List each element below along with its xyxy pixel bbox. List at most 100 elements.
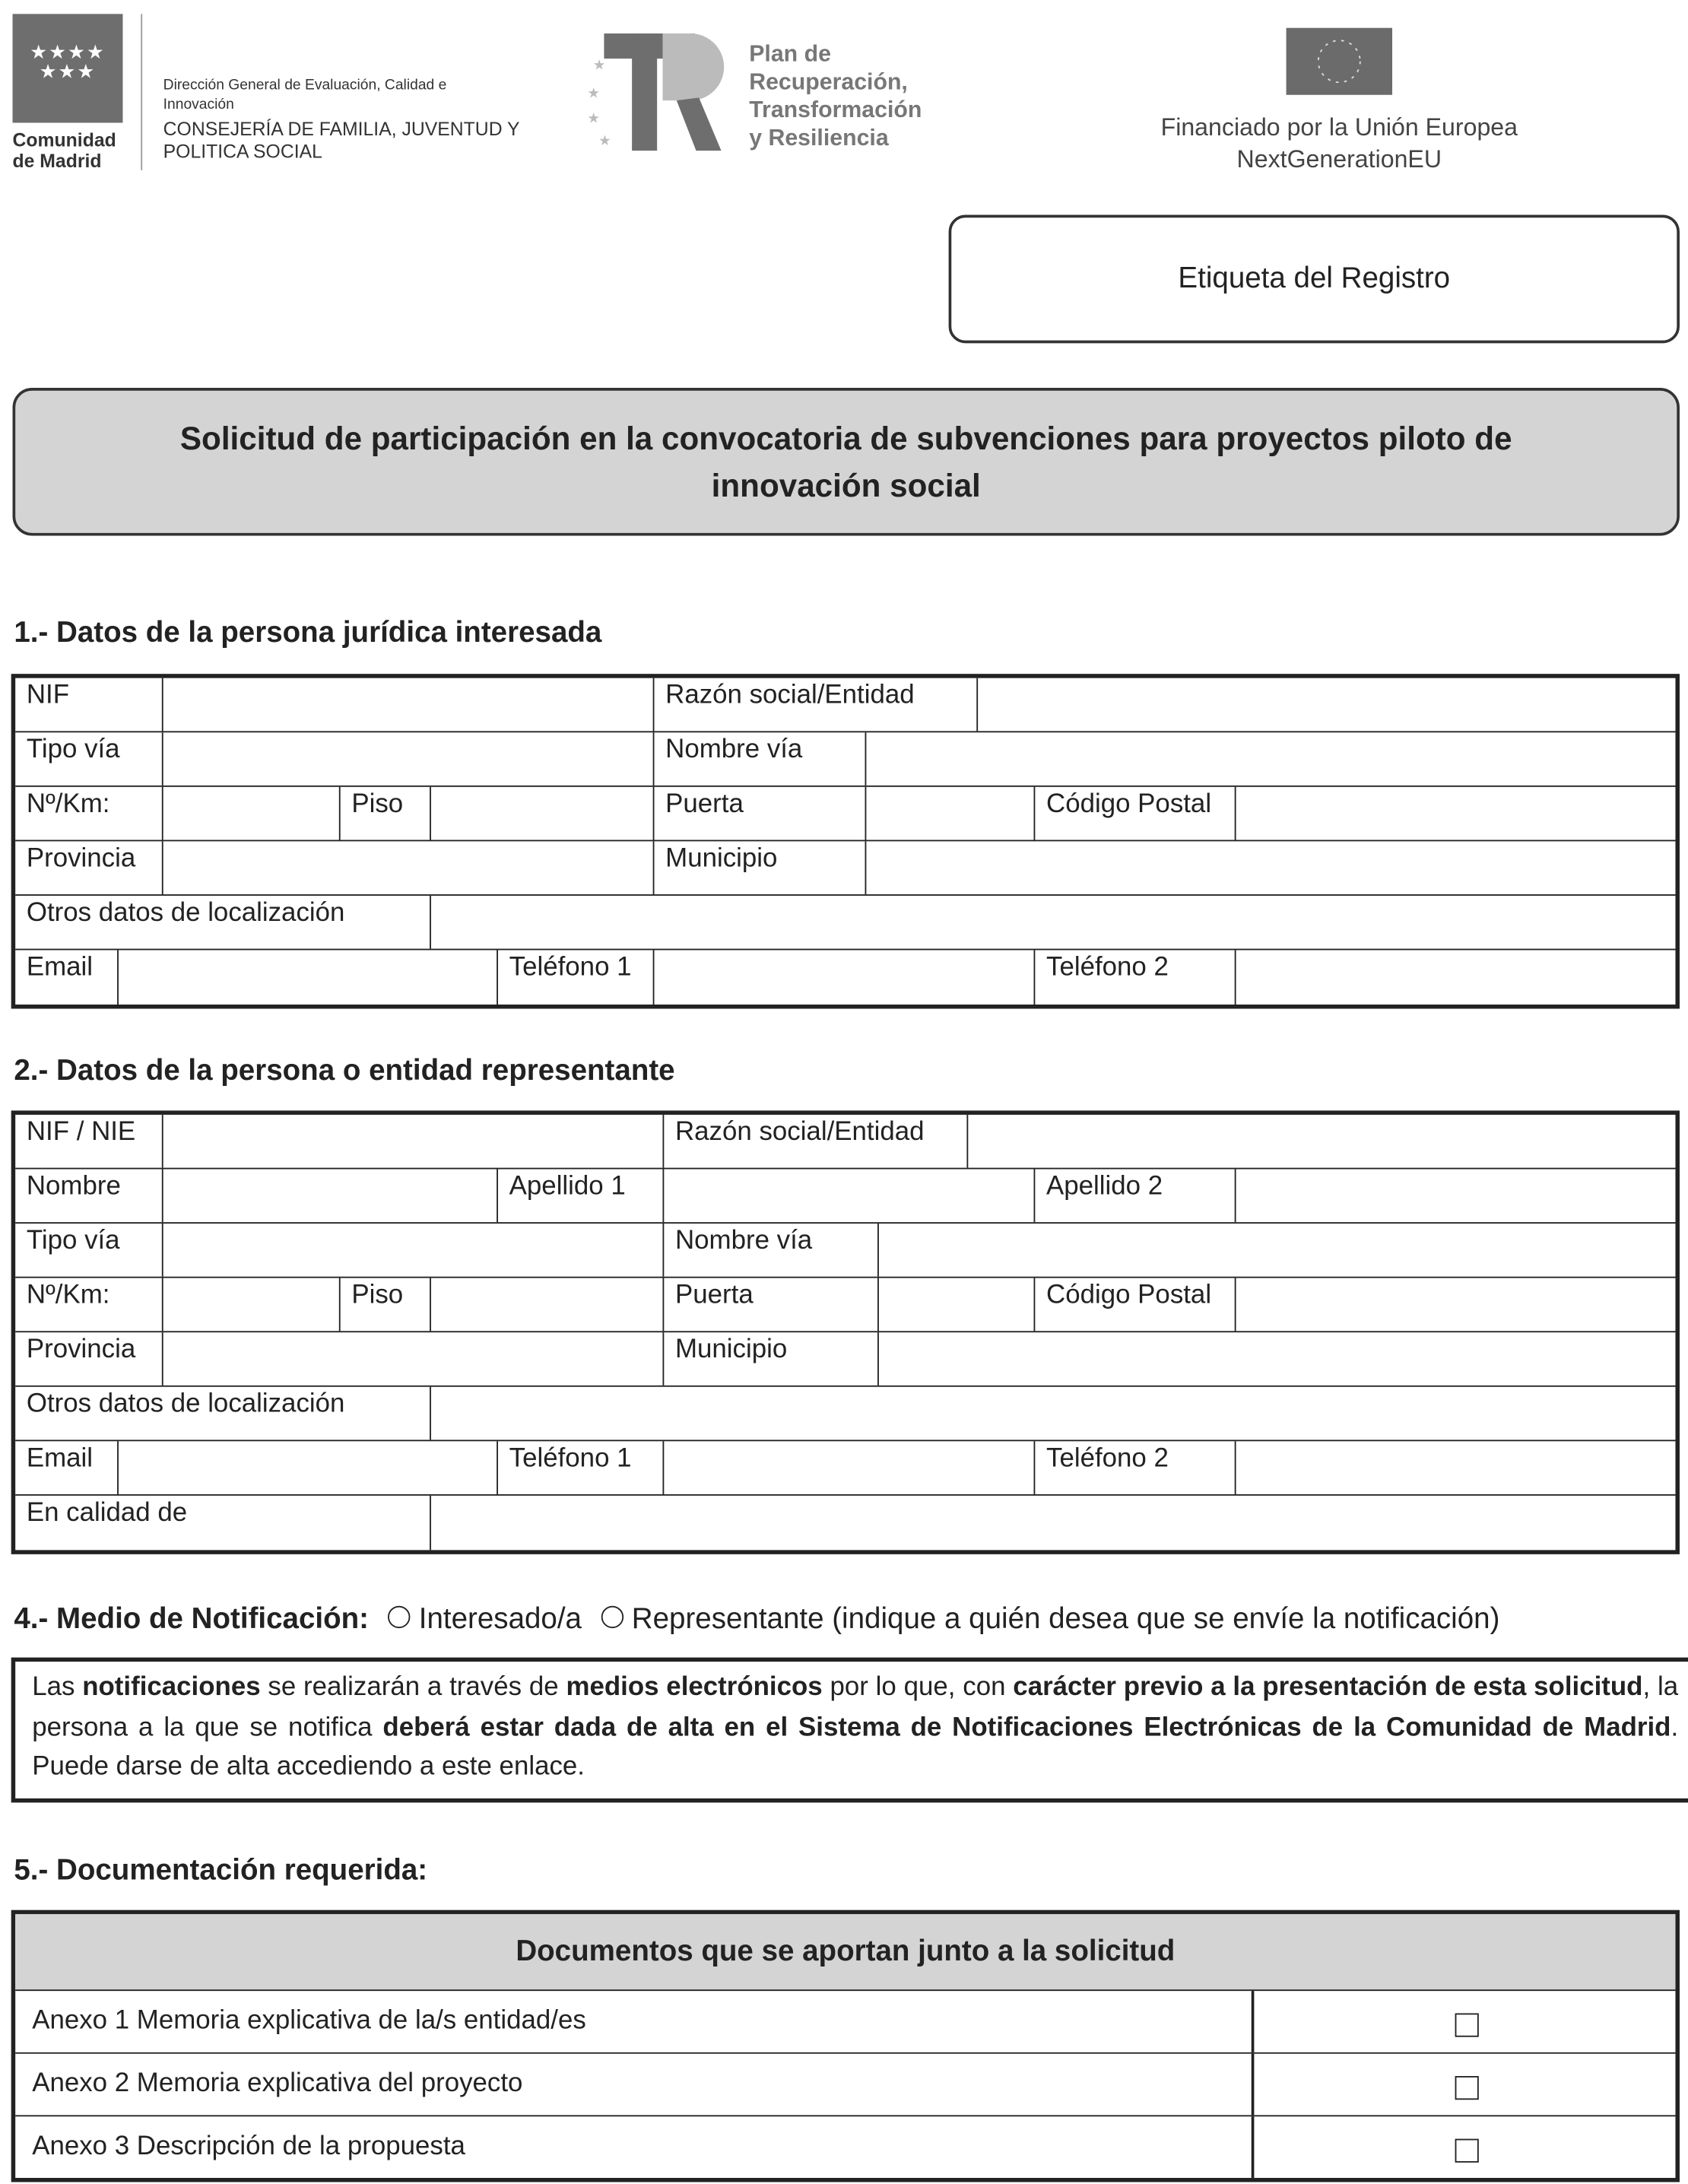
divider [1251, 2116, 1254, 2178]
notification-method: 4.- Medio de Notificación: Interesado/a … [14, 1603, 1499, 1636]
field-label: Email [26, 953, 94, 982]
interested-party-table: NIF Razón social/Entidad Tipo vía Nombre ví… [11, 674, 1680, 1009]
input-field[interactable] [662, 1441, 1033, 1494]
document-row: Anexo 1 Memoria explicativa de la/s enti… [15, 1991, 1676, 2054]
document-label: Anexo 3 Descripción de la propuesta [32, 2132, 465, 2161]
input-field[interactable] [161, 678, 653, 732]
field-label: Teléfono 1 [497, 1441, 662, 1494]
radio-label: Interesado/a [418, 1603, 582, 1636]
notice-text: se realizarán a través de [260, 1672, 566, 1703]
notice-text: Las [32, 1672, 83, 1703]
prtr-logo-text: Plan de Recuperación, Transformación y Resi… [749, 40, 922, 152]
input-field[interactable] [662, 1169, 1033, 1223]
text-line: Innovación [163, 96, 234, 113]
notice-text: deberá estar dada de alta en el Sistema … [382, 1713, 1671, 1742]
input-field[interactable] [117, 950, 497, 1005]
field-label: NIF [26, 681, 70, 710]
input-field[interactable] [430, 1278, 662, 1332]
input-field[interactable] [161, 1278, 339, 1332]
svg-text:★: ★ [593, 57, 605, 73]
input-field[interactable] [652, 950, 1034, 1005]
field-label: Tipo vía [26, 1226, 120, 1256]
input-field[interactable] [161, 1224, 663, 1277]
field-label: Código Postal [1033, 1278, 1235, 1332]
input-field[interactable] [430, 1495, 1675, 1551]
form-row: Tipo vía Nombre vía [15, 732, 1676, 787]
field-label: Teléfono 1 [497, 950, 652, 1005]
prtr-logo-icon: ★ ★ ★ ★ [587, 33, 725, 151]
input-field[interactable] [865, 841, 1676, 895]
documents-table-header: Documentos que se aportan junto a la sol… [15, 1914, 1676, 1992]
input-field[interactable] [430, 1386, 1675, 1440]
representative-table: NIF / NIE Razón social/Entidad Nombre Apell… [11, 1110, 1680, 1554]
input-field[interactable] [976, 678, 1675, 732]
divider [1251, 1991, 1254, 2052]
registry-label-box: Etiqueta del Registro [948, 214, 1680, 344]
form-row: Email Teléfono 1 Teléfono 2 [15, 950, 1675, 1005]
input-field[interactable] [877, 1332, 1675, 1386]
input-field[interactable] [865, 786, 1034, 840]
field-label: Código Postal [1033, 786, 1235, 840]
field-label: Piso [338, 1278, 430, 1332]
input-field[interactable] [1234, 950, 1676, 1005]
text-line: Dirección General de Evaluación, Calidad… [163, 76, 447, 94]
input-field[interactable] [1234, 1169, 1676, 1223]
input-field[interactable] [1234, 786, 1676, 840]
text-line: CONSEJERÍA DE FAMILIA, JUVENTUD Y [163, 118, 520, 140]
section4-heading: 4.- Medio de Notificación: [14, 1603, 370, 1636]
eu-flag-icon [1286, 27, 1393, 95]
radio-interesado[interactable] [388, 1606, 411, 1629]
registry-label: Etiqueta del Registro [1178, 262, 1451, 295]
eu-funding-text: Financiado por la Unión Europea NextGener… [1116, 112, 1563, 176]
field-label: Municipio [652, 841, 865, 895]
document-checkbox[interactable] [1455, 2013, 1479, 2037]
svg-text:★: ★ [587, 84, 599, 100]
notice-text: . Puede darse de alta accediendo a este … [32, 1713, 1679, 1782]
field-label: Otros datos de localización [26, 898, 345, 929]
input-field[interactable] [966, 1114, 1675, 1168]
form-row: Tipo vía Nombre vía [15, 1224, 1676, 1278]
form-row: Nombre Apellido 1 Apellido 2 [15, 1169, 1676, 1224]
input-field[interactable] [430, 895, 1675, 949]
form-row: Nº/Km: Piso Puerta Código Postal [15, 786, 1676, 842]
input-field[interactable] [161, 732, 653, 786]
field-label: Nombre vía [662, 1224, 877, 1277]
svg-text:★: ★ [587, 110, 599, 125]
form-row: NIF Razón social/Entidad [15, 678, 1676, 733]
input-field[interactable] [877, 1278, 1033, 1332]
notice-text: notificaciones [82, 1672, 261, 1703]
title-line: Solicitud de participación en la convoca… [179, 420, 1512, 456]
document-checkbox[interactable] [1455, 2076, 1479, 2100]
text-line: NextGenerationEU [1236, 144, 1442, 173]
comunidad-madrid-logo [12, 14, 123, 123]
input-field[interactable] [430, 786, 653, 840]
stars-icon: ★★★★ ★★★ [30, 40, 106, 83]
notice-text: medios electrónicos [566, 1672, 823, 1703]
form-row: Nº/Km: Piso Puerta Código Postal [15, 1278, 1676, 1333]
form-row: Provincia Municipio [15, 841, 1676, 896]
field-label: En calidad de [26, 1498, 188, 1528]
input-field[interactable] [1234, 1441, 1676, 1494]
input-field[interactable] [161, 1332, 663, 1386]
text-line: POLITICA SOCIAL [163, 141, 322, 162]
input-field[interactable] [161, 841, 653, 895]
notification-notice: Las notificaciones se realizarán a travé… [11, 1657, 1688, 1803]
section1-heading: 1.- Datos de la persona jurídica interes… [14, 616, 602, 649]
input-field[interactable] [161, 1114, 663, 1168]
input-field[interactable] [1234, 1278, 1676, 1332]
input-field[interactable] [865, 732, 1676, 786]
text-line: Transformación [749, 97, 922, 123]
form-row: Otros datos de localización [15, 1386, 1676, 1442]
field-label: Provincia [26, 843, 136, 874]
divider [141, 14, 143, 170]
input-field[interactable] [161, 1169, 497, 1223]
input-field[interactable] [117, 1441, 497, 1494]
form-row: Email Teléfono 1 Teléfono 2 [15, 1441, 1676, 1496]
text-line: Financiado por la Unión Europea [1160, 113, 1518, 141]
document-checkbox[interactable] [1455, 2138, 1479, 2163]
input-field[interactable] [877, 1224, 1675, 1277]
input-field[interactable] [161, 786, 339, 840]
document-row: Anexo 2 Memoria explicativa del proyecto [15, 2053, 1676, 2117]
radio-representante[interactable] [601, 1606, 623, 1629]
field-label: Nombre vía [652, 732, 865, 786]
